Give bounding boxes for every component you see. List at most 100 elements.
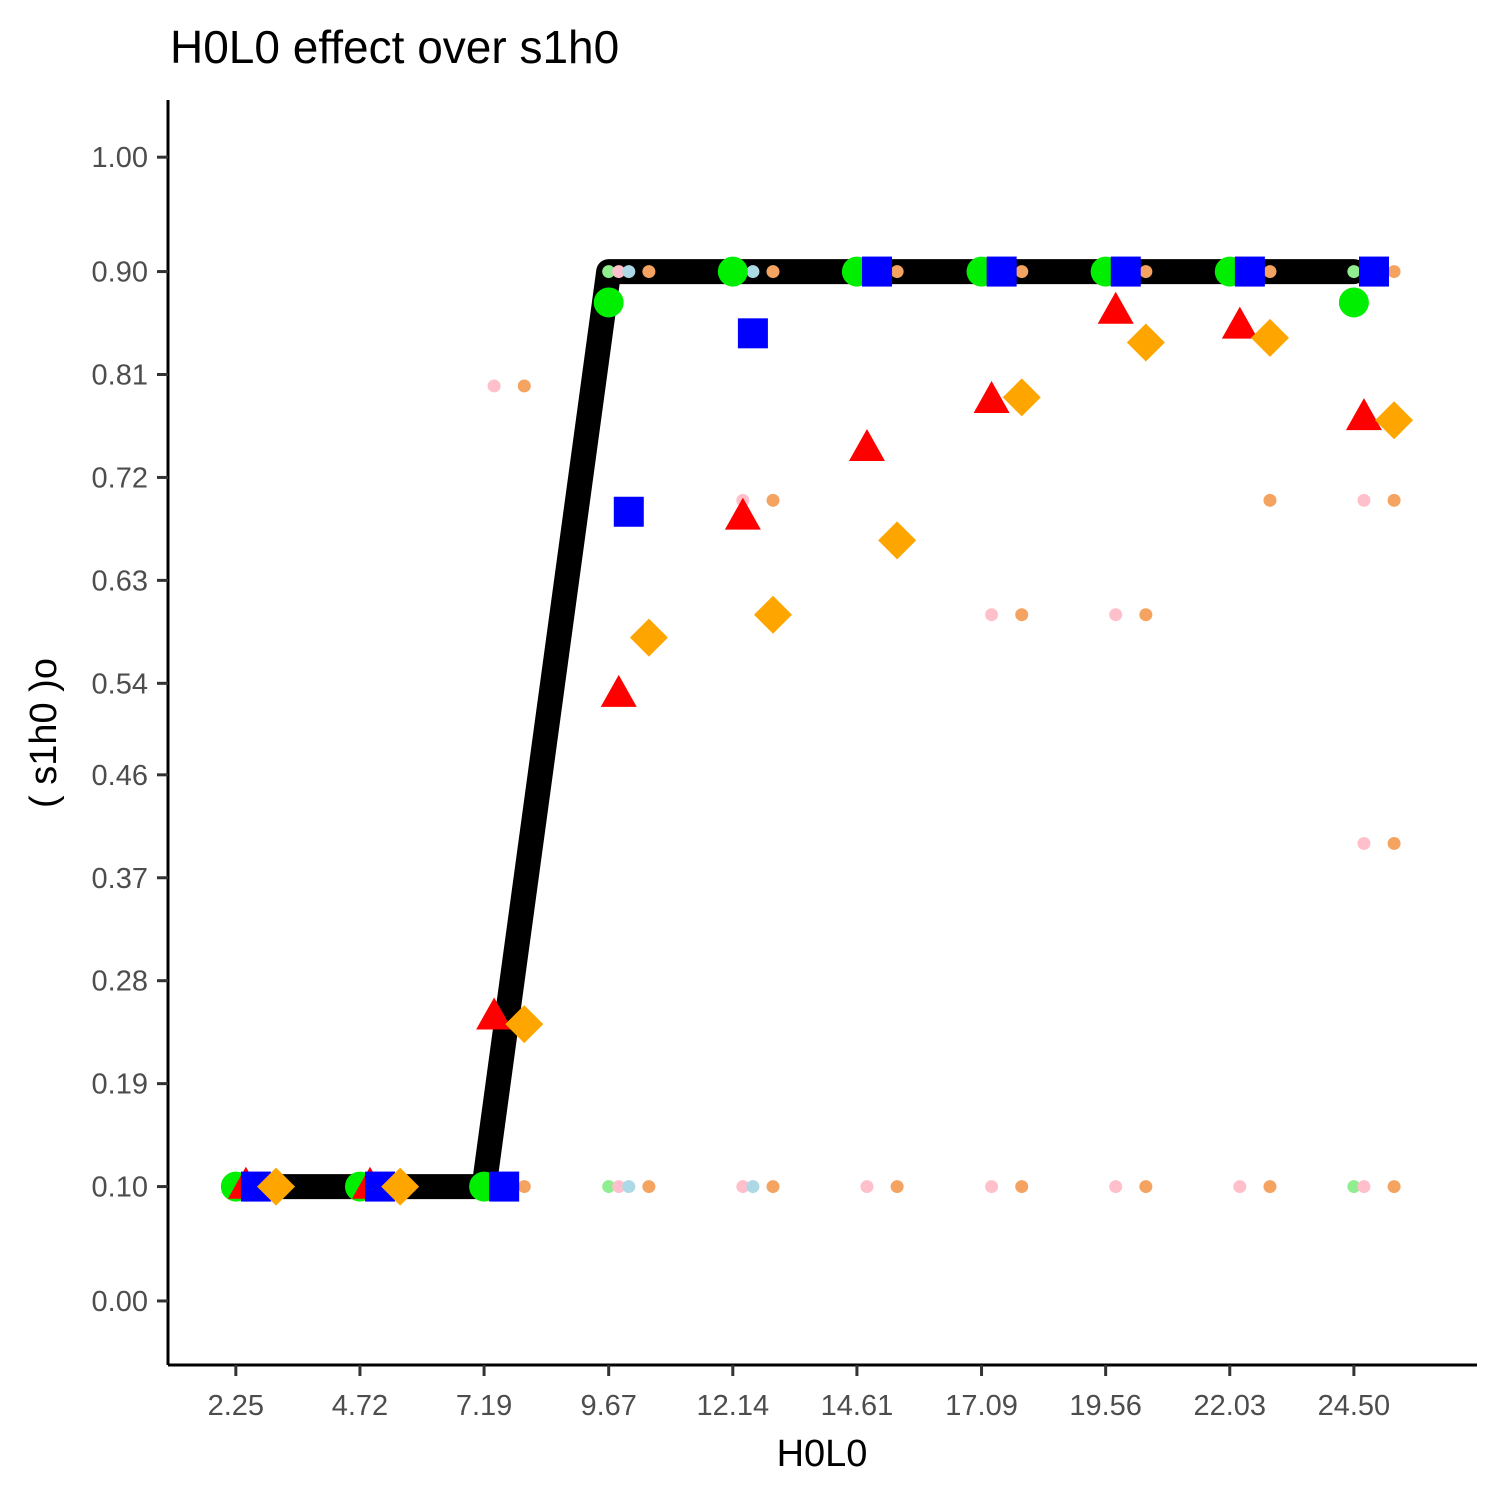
small-point <box>622 1180 636 1194</box>
small-point <box>1263 265 1277 279</box>
triangle-point <box>600 674 637 707</box>
y-axis-title: ( s1h0 )o <box>23 658 65 808</box>
x-tick-label: 2.25 <box>208 1390 264 1422</box>
x-tick-label: 22.03 <box>1193 1390 1266 1422</box>
small-point <box>746 1180 760 1194</box>
small-point <box>517 379 531 393</box>
square-point <box>489 1171 520 1202</box>
square-point <box>986 256 1017 287</box>
small-point <box>1015 265 1029 279</box>
y-tick-label: 0.81 <box>92 360 148 392</box>
triangle-point <box>973 380 1010 413</box>
x-tick-label: 19.56 <box>1069 1390 1142 1422</box>
small-point <box>890 1180 904 1194</box>
small-point <box>766 493 780 507</box>
small-point <box>1387 493 1401 507</box>
small-point <box>1015 1180 1029 1194</box>
square-point <box>613 496 644 527</box>
y-axis-ticks: 0.00 0.10 0.19 0.28 0.37 0.46 0.54 0.63 0.72 0.81… <box>92 142 168 1318</box>
small-point <box>602 1180 616 1194</box>
small-point <box>1387 1180 1401 1194</box>
small-point <box>985 608 999 622</box>
plot-marks <box>220 256 1414 1206</box>
y-tick-label: 0.37 <box>92 863 148 895</box>
small-point <box>602 265 616 279</box>
y-tick-label: 0.10 <box>92 1172 148 1204</box>
small-point <box>1347 265 1361 279</box>
small-point <box>1139 608 1153 622</box>
small-point <box>642 265 656 279</box>
small-point <box>1263 493 1277 507</box>
x-axis-title: H0L0 <box>777 1433 868 1475</box>
y-tick-label: 0.54 <box>92 668 148 700</box>
x-tick-label: 12.14 <box>697 1390 770 1422</box>
y-tick-label: 1.00 <box>92 142 148 174</box>
x-tick-label: 7.19 <box>456 1390 512 1422</box>
small-point <box>860 1180 874 1194</box>
diamond-point <box>257 1167 296 1206</box>
small-point <box>766 1180 780 1194</box>
x-tick-label: 4.72 <box>332 1390 388 1422</box>
small-point <box>985 1180 999 1194</box>
y-tick-label: 0.90 <box>92 257 148 289</box>
y-tick-label: 0.00 <box>92 1286 148 1318</box>
diamond-point <box>381 1167 420 1206</box>
small-point <box>1139 1180 1153 1194</box>
small-point <box>1357 1180 1371 1194</box>
diamond-point <box>1375 401 1414 440</box>
triangle-point <box>1221 306 1258 339</box>
diamond-point <box>505 1005 544 1044</box>
diamond-point <box>1250 318 1289 357</box>
small-point <box>1347 1180 1361 1194</box>
small-point <box>612 1180 626 1194</box>
series-line <box>223 259 1367 1200</box>
small-point <box>766 265 780 279</box>
small-point <box>642 1180 656 1194</box>
small-point <box>612 265 626 279</box>
circle-point <box>1338 287 1369 318</box>
small-point <box>1357 493 1371 507</box>
diamond-point <box>878 521 917 560</box>
diamond-point <box>629 618 668 657</box>
small-point <box>1357 836 1371 850</box>
x-tick-label: 9.67 <box>580 1390 636 1422</box>
y-tick-label: 0.72 <box>92 462 148 494</box>
triangle-point <box>848 429 885 462</box>
triangle-point <box>724 497 761 530</box>
triangle-point <box>1345 398 1382 431</box>
x-axis-ticks: 2.25 4.72 7.19 9.67 12.14 14.61 17.09 19.56 22.0… <box>208 1365 1391 1422</box>
small-point <box>736 1180 750 1194</box>
triangle-point <box>1097 291 1134 324</box>
diamond-point <box>1002 378 1041 417</box>
small-point <box>1109 608 1123 622</box>
small-point <box>1233 1180 1247 1194</box>
y-tick-label: 0.19 <box>92 1069 148 1101</box>
square-point <box>1358 256 1389 287</box>
y-tick-label: 0.46 <box>92 760 148 792</box>
small-point <box>1109 1180 1123 1194</box>
diamond-point <box>754 595 793 634</box>
square-point <box>862 256 893 287</box>
x-tick-label: 17.09 <box>945 1390 1018 1422</box>
small-point <box>1015 608 1029 622</box>
square-point <box>737 318 768 349</box>
diamond-point <box>1126 323 1165 362</box>
small-point <box>1139 265 1153 279</box>
small-point <box>622 265 636 279</box>
circle-point <box>717 256 748 287</box>
small-point <box>1387 265 1401 279</box>
x-tick-label: 24.50 <box>1318 1390 1391 1422</box>
circle-point <box>593 287 624 318</box>
x-tick-label: 14.61 <box>821 1390 894 1422</box>
small-point <box>517 1180 531 1194</box>
chart-title: H0L0 effect over s1h0 <box>170 21 619 73</box>
small-point <box>1263 1180 1277 1194</box>
y-tick-label: 0.28 <box>92 966 148 998</box>
small-point <box>746 265 760 279</box>
y-tick-label: 0.63 <box>92 565 148 597</box>
square-point <box>1110 256 1141 287</box>
small-point <box>1387 836 1401 850</box>
square-point <box>1234 256 1265 287</box>
small-point <box>487 379 501 393</box>
